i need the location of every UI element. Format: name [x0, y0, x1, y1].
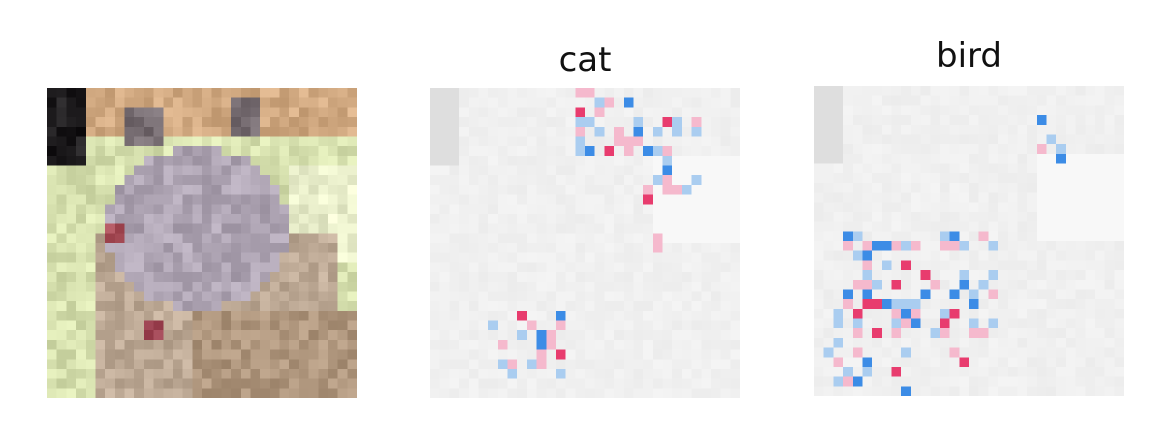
- original-image-panel: [47, 88, 357, 398]
- cat-attribution-panel: [430, 88, 740, 398]
- bird-attribution-panel: [814, 86, 1124, 396]
- cat-title: cat: [558, 40, 612, 80]
- cat-attribution-map: [430, 88, 740, 398]
- bird-title: bird: [936, 36, 1002, 76]
- bird-attribution-map: [814, 86, 1124, 396]
- original-cat-image: [47, 88, 357, 398]
